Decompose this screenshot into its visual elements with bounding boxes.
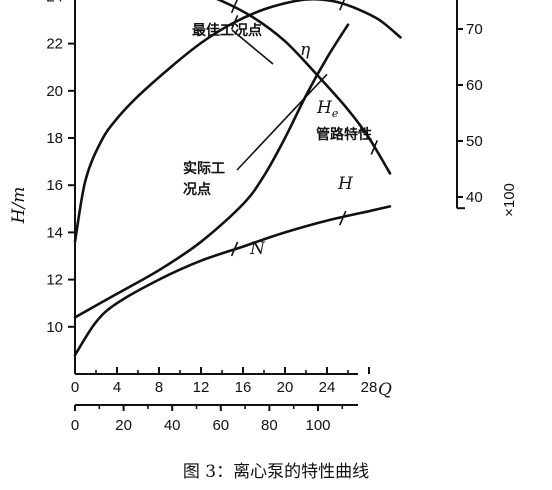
curve-label-he: He: [316, 98, 339, 120]
x-tick-label: 8: [155, 379, 163, 396]
x-tick-label: 12: [193, 379, 210, 396]
y-tick-label: 16: [46, 177, 63, 194]
x2-tick-label: 40: [164, 417, 181, 434]
curve-tick-mark: [230, 14, 239, 30]
figure-caption: 图 3：离心泵的特性曲线: [183, 462, 369, 482]
n-curve: [73, 205, 392, 357]
y2-axis-title: ×100: [501, 183, 518, 217]
curves: [73, 0, 402, 357]
x2-tick-label: 60: [212, 417, 229, 434]
y-tick-label: 24: [46, 0, 63, 5]
x2-tick-label: 100: [305, 417, 330, 434]
x-tick-label: 24: [319, 379, 336, 396]
y2-tick-label: 40: [466, 189, 483, 206]
curve-label-n: N: [249, 239, 266, 259]
y-axis-title: H/m: [9, 187, 29, 225]
x2-tick-label: 0: [71, 417, 79, 434]
actual-operating-point-label-line1: 实际工: [183, 160, 225, 177]
y-tick-label: 10: [46, 319, 63, 336]
curve-tick-mark: [230, 241, 239, 257]
x-tick-label: 20: [277, 379, 294, 396]
y-tick-label: 14: [46, 224, 63, 241]
best-point-leader: [231, 29, 274, 65]
y2-tick-label: 50: [466, 133, 483, 150]
curve-label-h: H: [337, 174, 354, 194]
actual-point-leader: [236, 73, 328, 171]
x-tick-label: 16: [235, 379, 252, 396]
x-axis-title: Q: [378, 380, 392, 400]
y2-tick-label: 60: [466, 77, 483, 94]
curve-tick-mark: [370, 140, 378, 155]
curve-label-he-sub: e: [332, 107, 339, 120]
y-tick-label: 22: [46, 36, 63, 53]
curve-label-eta: η: [300, 40, 311, 60]
y2-tick-label: 70: [466, 21, 483, 38]
labels: H/m Q ×100 最佳工况点 实际工 况点 管路特性 η H N He 图 …: [9, 22, 518, 482]
pipeline-characteristic-label: 管路特性: [316, 126, 372, 143]
curve-tick-mark: [339, 0, 346, 11]
eta-curve: [73, 0, 402, 244]
axes: 1012141618202224260481216202428020406080…: [46, 0, 483, 434]
he-pipeline-curve: [73, 23, 350, 319]
x-tick-label: 0: [71, 379, 79, 396]
y-tick-label: 12: [46, 272, 63, 289]
best-operating-point-label: 最佳工况点: [192, 22, 262, 39]
curve-tick-mark: [230, 0, 238, 14]
x-tick-label: 28: [361, 379, 378, 396]
actual-operating-point-label-line2: 况点: [183, 181, 211, 198]
x-tick-label: 4: [113, 379, 121, 396]
x2-tick-label: 20: [115, 417, 132, 434]
y-tick-label: 20: [46, 83, 63, 100]
x2-tick-label: 80: [261, 417, 278, 434]
y-tick-label: 18: [46, 130, 63, 147]
curve-tick-mark: [339, 210, 347, 226]
h-curve: [216, 0, 392, 175]
curve-label-he-main: H: [316, 98, 333, 118]
